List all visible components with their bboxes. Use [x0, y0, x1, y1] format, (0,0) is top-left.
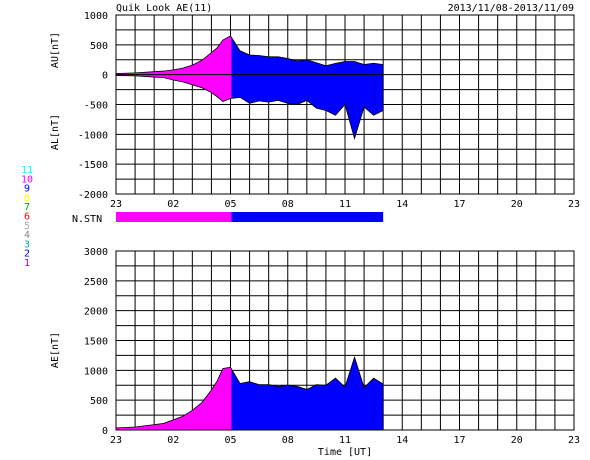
y-tick-label: 0: [102, 426, 108, 437]
ae-fill-blue: [231, 355, 384, 431]
au-al-fill-blue: [231, 36, 384, 140]
y-tick-label: 1500: [84, 337, 108, 348]
chart-title: Quik Look AE(11): [116, 3, 212, 14]
nstn-label: N.STN: [72, 214, 102, 225]
legend-station-10: 10: [21, 174, 33, 185]
x-tick-label: 14: [396, 199, 408, 210]
x-tick-label: 11: [339, 435, 351, 446]
y-tick-label: -500: [84, 101, 108, 112]
y-tick-label: 0: [102, 71, 108, 82]
legend-station-2: 2: [24, 249, 30, 260]
legend-station-3: 3: [24, 239, 30, 250]
au-axis-label: AU[nT]: [50, 32, 61, 68]
ae-axis-label: AE[nT]: [50, 332, 61, 368]
x-tick-label: 23: [568, 435, 580, 446]
x-tick-label: 23: [110, 199, 122, 210]
date-range: 2013/11/08-2013/11/09: [448, 3, 574, 14]
x-tick-label: 08: [282, 199, 294, 210]
y-tick-label: 1000: [84, 366, 108, 377]
y-tick-label: -1000: [78, 130, 108, 141]
x-axis-label: Time [UT]: [318, 447, 372, 458]
legend-station-9: 9: [24, 184, 30, 195]
x-tick-label: 17: [453, 199, 465, 210]
nstn-segment-magenta: [116, 212, 232, 222]
legend-station-8: 8: [24, 193, 30, 204]
y-tick-label: 500: [90, 396, 108, 407]
legend-station-11: 11: [21, 165, 33, 176]
y-tick-label: -2000: [78, 190, 108, 201]
y-tick-label: 1000: [84, 11, 108, 22]
y-tick-label: 2000: [84, 307, 108, 318]
y-tick-label: -1500: [78, 160, 108, 171]
nstn-segment-blue: [231, 212, 384, 222]
x-tick-label: 20: [511, 435, 523, 446]
x-tick-label: 05: [224, 199, 236, 210]
x-tick-label: 08: [282, 435, 294, 446]
legend-station-1: 1: [24, 258, 30, 269]
plot-frame: [115, 14, 575, 195]
legend-station-7: 7: [24, 202, 30, 213]
x-tick-label: 17: [453, 435, 465, 446]
ae-fill-magenta: [116, 366, 232, 431]
legend-station-6: 6: [24, 212, 30, 223]
x-tick-label: 05: [224, 435, 236, 446]
x-tick-label: 23: [110, 435, 122, 446]
nstn-panel: N.STN: [72, 212, 384, 225]
y-tick-label: 500: [90, 41, 108, 52]
x-tick-label: 20: [511, 199, 523, 210]
au-al-fill-magenta: [116, 35, 232, 102]
x-tick-label: 02: [167, 199, 179, 210]
y-tick-label: 3000: [84, 247, 108, 258]
x-tick-label: 23: [568, 199, 580, 210]
y-tick-label: 2500: [84, 277, 108, 288]
x-tick-label: 11: [339, 199, 351, 210]
al-axis-label: AL[nT]: [50, 114, 61, 150]
x-tick-label: 14: [396, 435, 408, 446]
legend-station-5: 5: [24, 221, 30, 232]
legend-station-4: 4: [24, 230, 30, 241]
x-tick-label: 02: [167, 435, 179, 446]
